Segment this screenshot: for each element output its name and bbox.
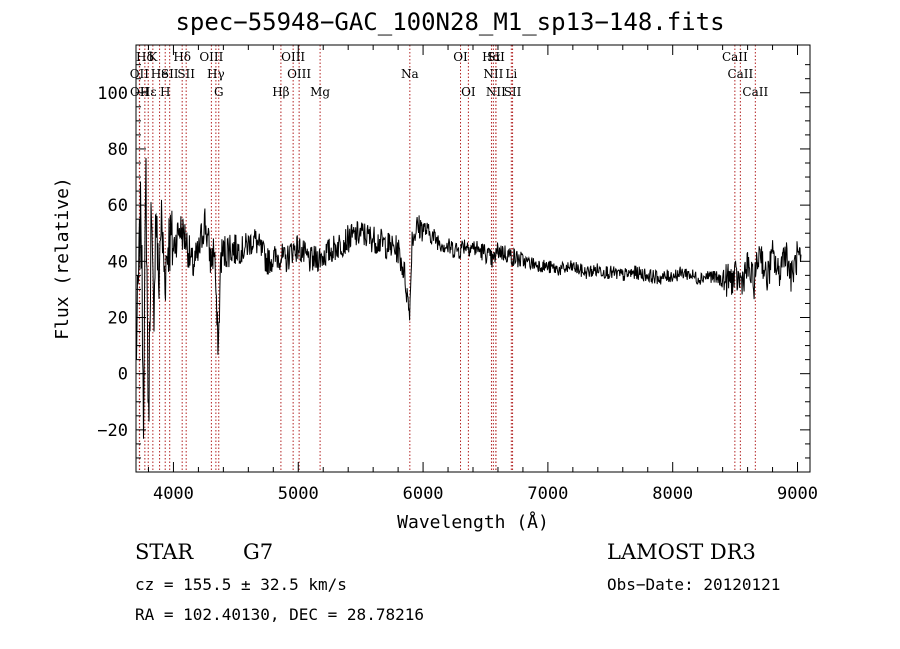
spectral-line-label: OI bbox=[453, 50, 468, 64]
spectral-line-label: SII bbox=[487, 50, 505, 64]
spectral-line-label: Na bbox=[401, 67, 419, 81]
x-tick-label: 7000 bbox=[527, 484, 568, 504]
redshift-text: cz = 155.5 ± 32.5 km/s bbox=[135, 575, 347, 594]
chart-title: spec−55948−GAC_100N28_M1_sp13−148.fits bbox=[175, 8, 725, 36]
spectral-line-label: OI bbox=[461, 85, 476, 99]
x-tick-label: 4000 bbox=[153, 484, 194, 504]
spectral-line-label: OIII bbox=[281, 50, 305, 64]
spectral-line-label: CaII bbox=[727, 67, 753, 81]
spectral-line-label: OII bbox=[130, 85, 150, 99]
spectral-line-label: SII bbox=[504, 85, 522, 99]
x-axis-label: Wavelength (Å) bbox=[397, 511, 549, 533]
subclass: G7 bbox=[243, 540, 274, 564]
x-tick-label: 6000 bbox=[403, 484, 444, 504]
spectral-line-label: Hε bbox=[140, 85, 157, 99]
coords-text: RA = 102.40130, DEC = 28.78216 bbox=[135, 605, 424, 624]
spectral-line-label: Hβ bbox=[272, 85, 289, 99]
spectral-line-label: OII bbox=[130, 67, 150, 81]
spectral-line-label: NII bbox=[483, 67, 503, 81]
y-tick-label: 0 bbox=[118, 365, 128, 385]
spectral-line-label: OIII bbox=[199, 50, 223, 64]
x-tick-label: 8000 bbox=[652, 484, 693, 504]
y-tick-label: 60 bbox=[108, 196, 128, 216]
spectral-line-label: K bbox=[148, 50, 158, 64]
spectral-line-label: Hδ bbox=[173, 50, 191, 64]
x-tick-label: 5000 bbox=[278, 484, 319, 504]
x-tick-label: 9000 bbox=[777, 484, 818, 504]
spectral-line-label: CaII bbox=[722, 50, 748, 64]
survey-label: LAMOST DR3 bbox=[607, 540, 756, 564]
spectral-line-label: Mg bbox=[310, 85, 330, 99]
spectral-line-label: SII bbox=[161, 67, 179, 81]
y-axis-label: Flux (relative) bbox=[52, 177, 73, 340]
spectral-line-label: OIII bbox=[287, 67, 311, 81]
spectrum-line bbox=[135, 158, 802, 439]
spectral-line-label: G bbox=[214, 85, 224, 99]
spectral-line-label: Hδ bbox=[136, 50, 154, 64]
object-class: STAR bbox=[135, 540, 194, 564]
spectral-line-label: SII bbox=[177, 67, 195, 81]
y-tick-label: 80 bbox=[108, 140, 128, 160]
y-tick-label: 40 bbox=[108, 252, 128, 272]
spectral-line-label: NII bbox=[486, 85, 506, 99]
spectral-line-label: Hγ bbox=[207, 67, 225, 81]
obs-date-text: Obs−Date: 20120121 bbox=[607, 575, 781, 594]
spectral-line-label: CaII bbox=[742, 85, 768, 99]
y-tick-label: 20 bbox=[108, 308, 128, 328]
spectral-line-label: He bbox=[151, 67, 169, 81]
y-tick-label: 100 bbox=[97, 84, 128, 104]
spectral-line-label: Hα bbox=[482, 50, 501, 64]
spectral-line-label: H bbox=[160, 85, 170, 99]
y-tick-label: −20 bbox=[97, 421, 128, 441]
spectral-line-label: Li bbox=[505, 67, 517, 81]
